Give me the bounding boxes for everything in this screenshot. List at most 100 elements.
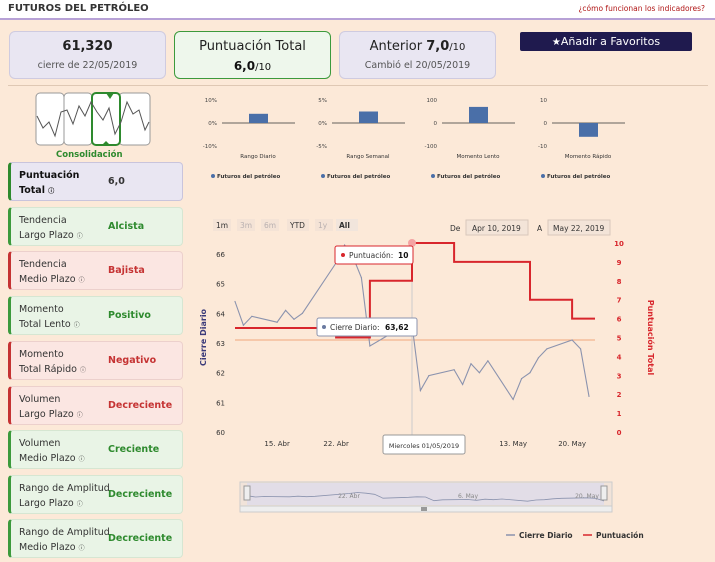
info-icon[interactable]: ⓘ bbox=[78, 545, 85, 552]
range-button-1m[interactable] bbox=[213, 219, 231, 231]
help-link[interactable]: ¿cómo funcionan los indicadores? bbox=[578, 4, 705, 13]
close-point bbox=[529, 372, 531, 374]
indicator-card[interactable]: Rango de Amplitud Largo Plazo ⓘ Decrecient… bbox=[8, 475, 183, 514]
info-icon[interactable]: ⓘ bbox=[79, 367, 86, 374]
date-tooltip: Miercoles 01/05/2019 bbox=[382, 434, 466, 455]
indicator-card[interactable]: Rango de Amplitud Medio Plazo ⓘ Decrecient… bbox=[8, 519, 183, 558]
add-favorite-button[interactable]: ★Añadir a Favoritos bbox=[520, 32, 692, 51]
close-point bbox=[537, 357, 540, 359]
y2-tick-label: 0 bbox=[617, 429, 622, 437]
y2-tick-label: 2 bbox=[617, 391, 622, 399]
star-icon: ★ bbox=[551, 37, 561, 48]
y-tick-label: 66 bbox=[216, 251, 225, 259]
legend-score-label: Puntuación bbox=[596, 531, 644, 540]
x-tick-label: 15. Abr bbox=[264, 440, 290, 448]
indicator-card[interactable]: Volumen Medio Plazo ⓘ Creciente bbox=[8, 430, 183, 469]
indicator-card[interactable]: Tendencia Medio Plazo ⓘ Bajista bbox=[8, 251, 183, 290]
category-label: Momento Rápido bbox=[565, 153, 612, 160]
scrollbar-thumb[interactable] bbox=[421, 507, 427, 511]
range-button-6m[interactable] bbox=[261, 219, 279, 231]
tooltip-label: Cierre Diario: bbox=[330, 323, 380, 332]
previous-caption: Cambió el 20/05/2019 bbox=[364, 60, 471, 71]
previous-value: 7,0 bbox=[426, 39, 450, 54]
indicator-line2: Medio Plazo bbox=[19, 274, 79, 285]
indicator-card[interactable]: Puntuación Total ⓘ 6,0 bbox=[8, 162, 183, 201]
indicator-card[interactable]: Volumen Largo Plazo ⓘ Decreciente bbox=[8, 386, 183, 425]
close-point bbox=[234, 300, 236, 303]
info-icon[interactable]: ⓘ bbox=[78, 456, 85, 463]
date-from-value: Apr 10, 2019 bbox=[472, 224, 521, 233]
indicator-value: Decreciente bbox=[108, 400, 173, 411]
y2-tick-label: 9 bbox=[617, 259, 622, 267]
date-to-input[interactable] bbox=[547, 219, 611, 236]
y2-tick-label: 10 bbox=[614, 240, 624, 248]
indicator-label: Volumen Medio Plazo ⓘ bbox=[19, 436, 85, 467]
indicator-line1: Tendencia bbox=[19, 215, 67, 226]
date-to-label: A bbox=[537, 224, 543, 233]
indicator-line1: Volumen bbox=[19, 438, 61, 449]
range-button-3m[interactable] bbox=[237, 219, 255, 231]
close-point bbox=[284, 309, 287, 311]
mini-bar-charts: 10% 0% -10% Rango Diario Futuros del petróle… bbox=[203, 98, 625, 180]
close-point bbox=[343, 244, 346, 246]
previous-label: Anterior bbox=[369, 39, 423, 54]
indicator-card[interactable]: Momento Total Lento ⓘ Positivo bbox=[8, 296, 183, 335]
close-point bbox=[276, 321, 278, 323]
y-tick-label: 64 bbox=[216, 310, 225, 318]
indicator-line2: Largo Plazo bbox=[19, 230, 77, 241]
consolidation-label: Consolidación bbox=[56, 150, 123, 160]
close-point bbox=[453, 369, 455, 371]
mini-chart: 10% 0% -10% Rango Diario Futuros del petróle… bbox=[203, 98, 295, 180]
indicator-card[interactable]: Tendencia Largo Plazo ⓘ Alcista bbox=[8, 207, 183, 246]
legend-label: Futuros del petróleo bbox=[547, 173, 610, 180]
y2-tick-label: 4 bbox=[617, 353, 622, 361]
indicator-value: 6,0 bbox=[108, 176, 125, 187]
range-button-ytd[interactable] bbox=[287, 219, 309, 231]
close-point bbox=[301, 312, 304, 314]
close-point bbox=[242, 324, 245, 326]
y-tick-label: 60 bbox=[216, 429, 225, 437]
navigator-label: 6. May bbox=[458, 493, 478, 500]
range-navigator[interactable]: 22. Abr 6. May 20. May bbox=[239, 481, 613, 513]
indicator-line2: Largo Plazo bbox=[19, 498, 77, 509]
range-button-label: 6m bbox=[264, 221, 276, 230]
close-point bbox=[512, 398, 514, 400]
info-icon[interactable]: ⓘ bbox=[76, 501, 83, 508]
info-icon[interactable]: ⓘ bbox=[78, 277, 85, 284]
close-point bbox=[546, 348, 548, 350]
mini-chart: 100 0 -100 Momento Lento Futuros del petróle… bbox=[425, 98, 515, 180]
legend-dot bbox=[431, 174, 435, 178]
mini-chart: 10 0 -10 Momento Rápido Futuros del petróleo bbox=[538, 98, 625, 180]
indicator-value: Negativo bbox=[108, 355, 157, 366]
score-suffix: /10 bbox=[255, 62, 272, 73]
tick-label: -5% bbox=[316, 144, 327, 150]
tick-label: 100 bbox=[427, 98, 438, 104]
range-button-label: 1y bbox=[318, 221, 328, 230]
indicator-card[interactable]: Momento Total Rápido ⓘ Negativo bbox=[8, 341, 183, 380]
close-point bbox=[293, 318, 295, 320]
main-price-chart[interactable]: 1m 3m 6m YTD 1y All De Apr 10, 2019 A May 22, 201… bbox=[200, 215, 655, 555]
series-close-line bbox=[234, 244, 590, 401]
y-tick-label: 61 bbox=[216, 399, 225, 407]
score-value: 6,0 bbox=[233, 59, 256, 73]
legend-close-label: Cierre Diario bbox=[519, 531, 573, 540]
info-icon[interactable]: ⓘ bbox=[76, 412, 83, 419]
score-tooltip: Puntuación: 10 bbox=[334, 245, 414, 265]
y2-tick-label: 6 bbox=[617, 316, 622, 324]
navigator-left-handle[interactable] bbox=[243, 485, 251, 501]
indicator-line2: Total Rápido bbox=[19, 364, 80, 375]
info-icon[interactable]: ⓘ bbox=[73, 322, 80, 329]
navigator-right-handle[interactable] bbox=[600, 485, 608, 501]
close-point bbox=[571, 339, 573, 341]
info-icon[interactable]: ⓘ bbox=[48, 188, 55, 195]
y-tick-label: 63 bbox=[216, 340, 225, 348]
range-button-all[interactable] bbox=[336, 219, 358, 231]
date-from-input[interactable] bbox=[465, 219, 529, 236]
info-icon[interactable]: ⓘ bbox=[76, 233, 83, 240]
mini-chart: 5% 0% -5% Rango Semanal Futuros del petróleo bbox=[316, 98, 405, 180]
indicator-line2: Medio Plazo bbox=[19, 453, 79, 464]
indicator-line2: Total bbox=[19, 185, 49, 196]
consolidation-thumbnail[interactable] bbox=[35, 92, 151, 147]
range-button-1y[interactable] bbox=[315, 219, 333, 231]
price-value: 61,320 bbox=[62, 39, 113, 54]
